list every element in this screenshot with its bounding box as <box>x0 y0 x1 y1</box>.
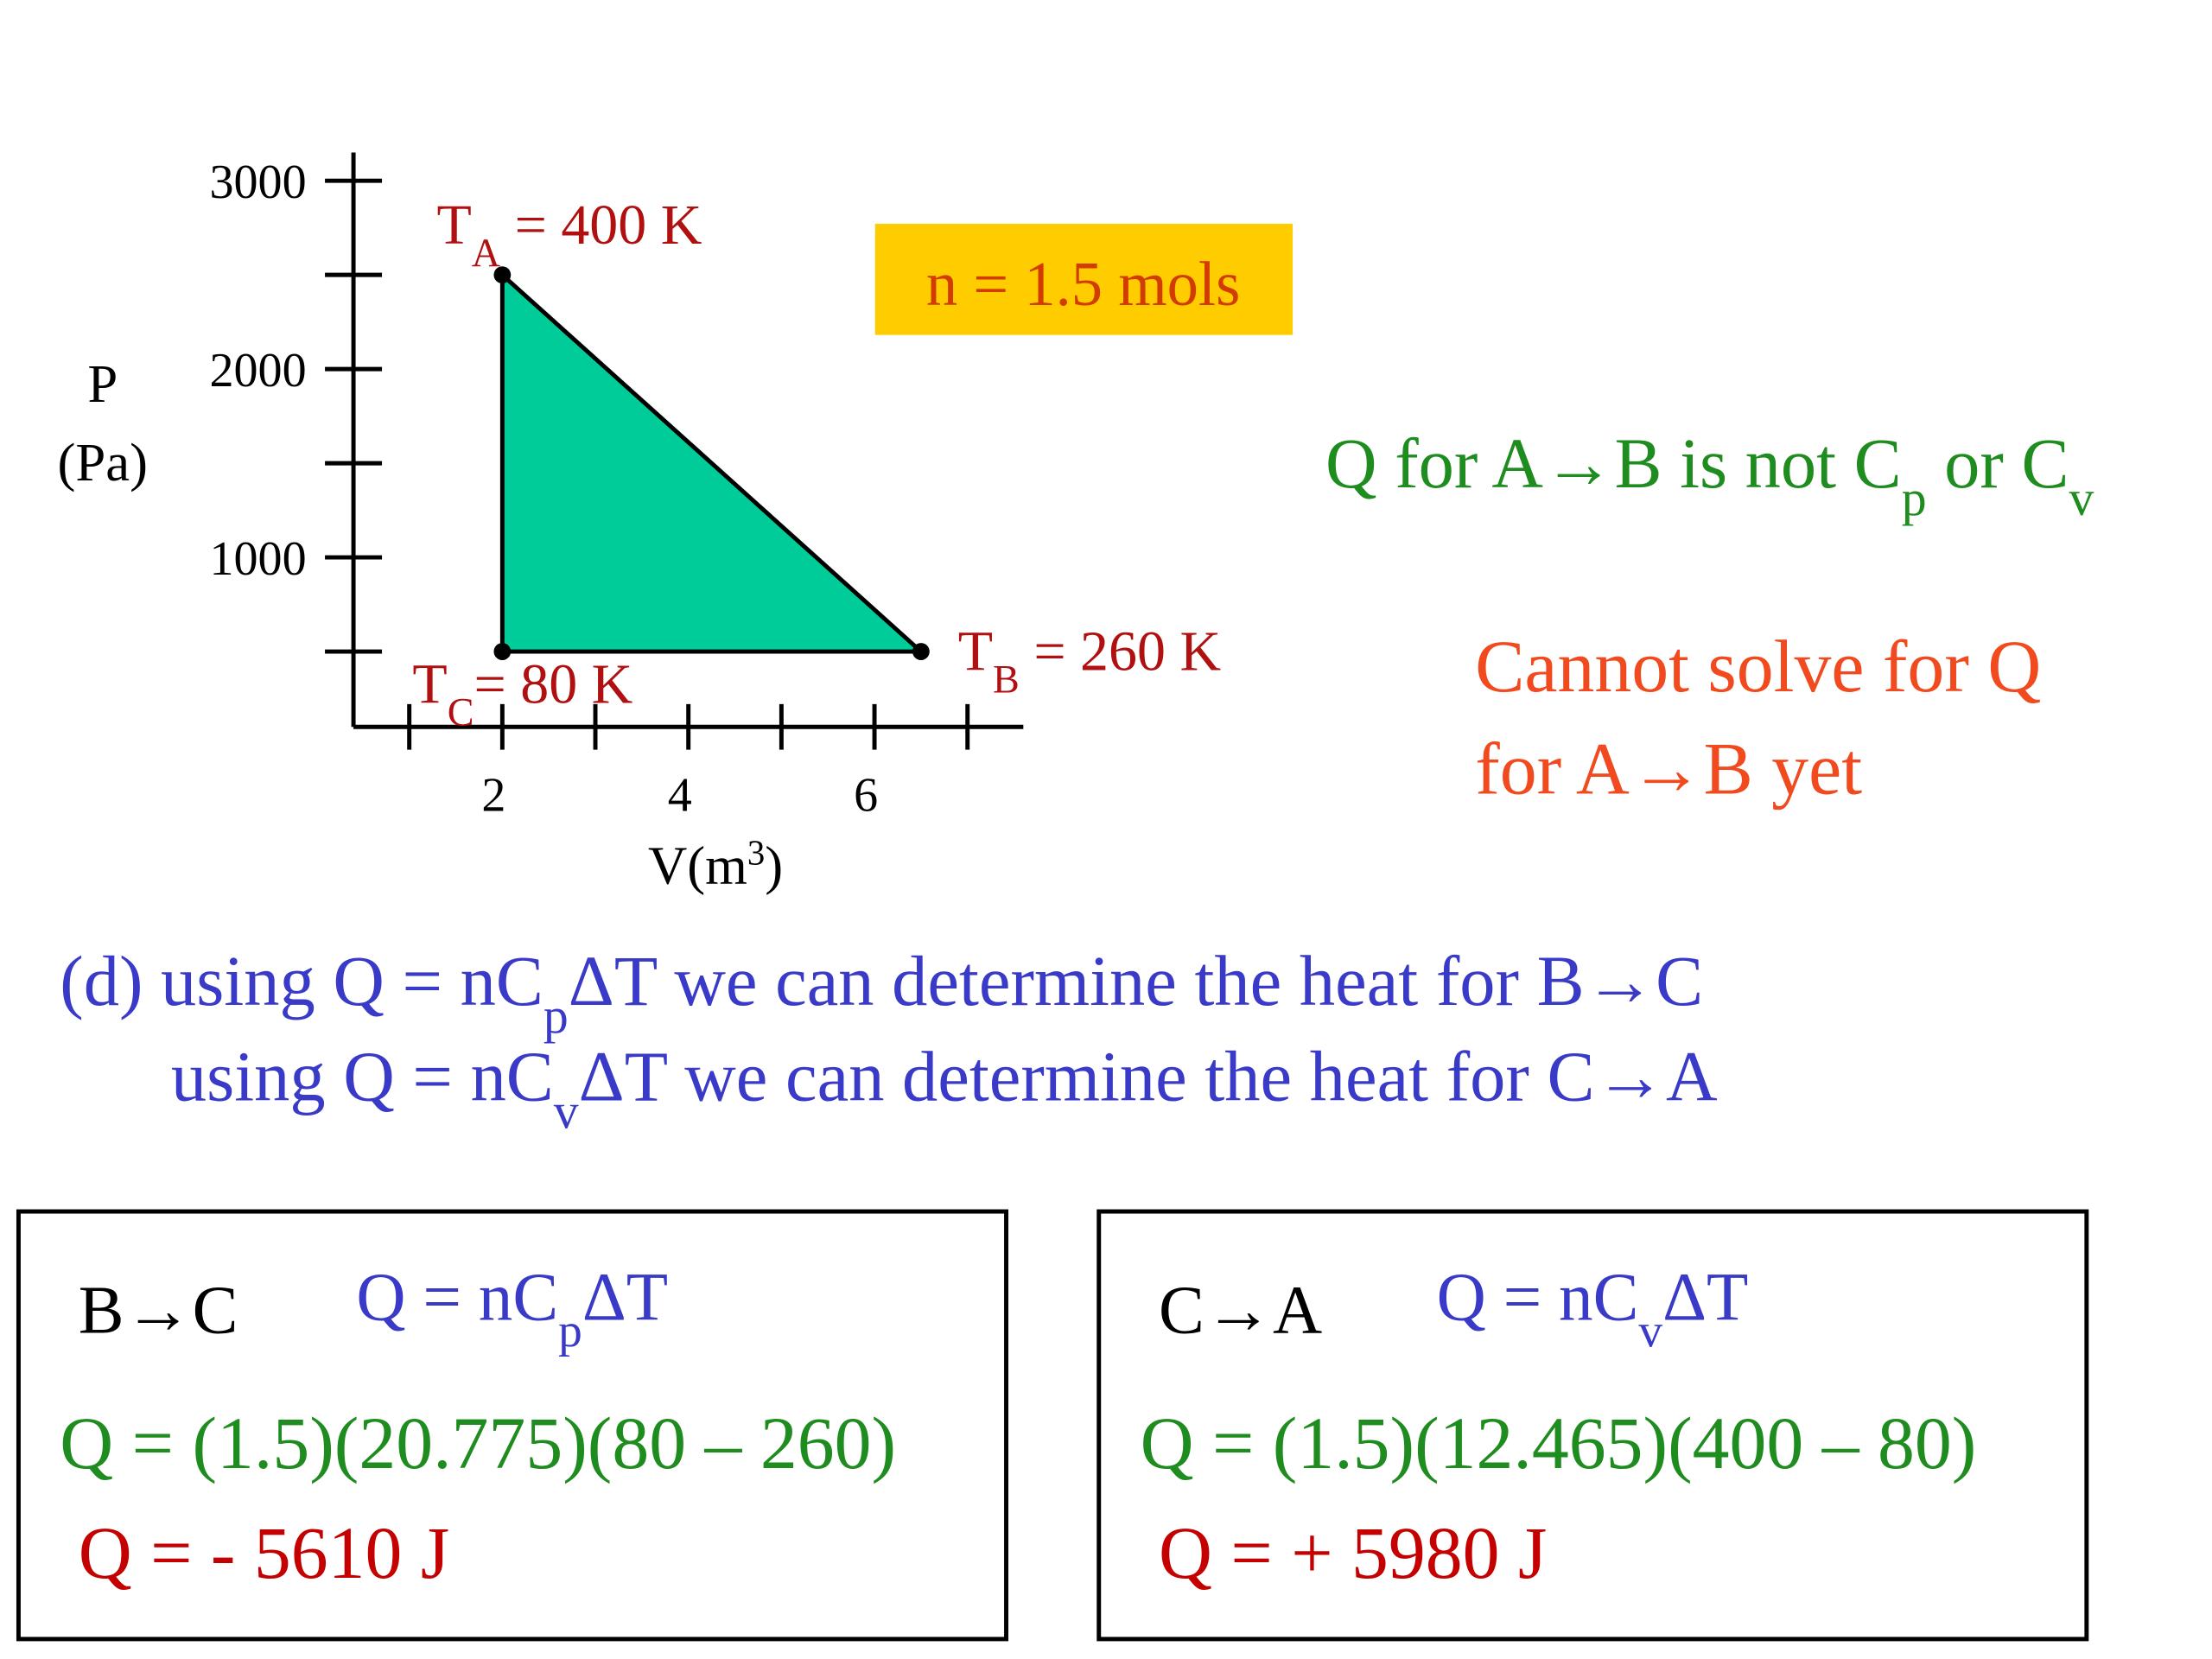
text-run: or C <box>1927 424 2069 503</box>
text-run: v <box>1638 1304 1662 1357</box>
calc-box <box>1096 1209 2089 1642</box>
n-value: n = 1.5 mols <box>926 249 1240 319</box>
text-run: Q = nC <box>356 1259 558 1335</box>
process: B→C <box>79 1272 238 1348</box>
result: Q = - 5610 J <box>79 1512 450 1594</box>
text-run: = 80 K <box>474 652 633 715</box>
text-run: C <box>448 690 474 734</box>
state-point <box>493 643 512 660</box>
y-tick-label: 3000 <box>209 156 306 209</box>
x-tick-label: 6 <box>854 769 878 823</box>
n-box <box>874 223 1294 335</box>
state-label: TB = 260 K <box>958 620 1221 702</box>
text-run: v <box>2069 472 2094 526</box>
y-tick-label: 2000 <box>209 344 306 397</box>
text-run: 3 <box>747 833 765 872</box>
state-point <box>493 266 512 284</box>
text-run: B <box>993 657 1020 701</box>
process: C→A <box>1159 1272 1322 1348</box>
formula: Q = nCvΔT <box>1437 1259 1749 1357</box>
note-line: Q for A→B is not Cp or Cv <box>1325 424 2094 526</box>
calc-box <box>16 1209 1009 1642</box>
x-tick-label: 4 <box>668 769 692 823</box>
text-run: p <box>543 988 569 1043</box>
text-run: Q for A→B is not C <box>1325 424 1902 503</box>
text-run: T <box>436 194 471 257</box>
formula: Q = nCpΔT <box>356 1259 668 1357</box>
text-run: = 400 K <box>500 194 702 257</box>
text-run: p <box>1902 472 1927 526</box>
text-run: V(m <box>648 836 747 896</box>
text-run: T <box>412 652 447 715</box>
text-run: v <box>554 1084 579 1139</box>
calculation: Q = (1.5)(12.465)(400 – 80) <box>1141 1402 1977 1484</box>
part-d-line: using Q = nCvΔT we can determine the hea… <box>171 1037 1718 1138</box>
text-run: ΔT <box>1662 1259 1748 1335</box>
state-label: TA = 400 K <box>436 194 702 275</box>
text-run: using Q = nC <box>171 1037 554 1116</box>
calculation: Q = (1.5)(20.775)(80 – 260) <box>60 1402 896 1484</box>
text-run: A <box>472 230 500 274</box>
text-run: T <box>958 620 993 683</box>
y-axis-label: (Pa) <box>58 432 148 493</box>
result: Q = + 5980 J <box>1159 1512 1547 1594</box>
text-run: (d) using Q = nC <box>60 942 543 1020</box>
state-point <box>912 643 930 660</box>
text-run: Q = nC <box>1437 1259 1639 1335</box>
y-tick-label: 1000 <box>209 532 306 586</box>
note-line: Cannot solve for Q <box>1475 626 2041 708</box>
state-label: TC= 80 K <box>412 652 632 734</box>
x-tick-label: 2 <box>481 769 505 823</box>
part-d-line: (d) using Q = nCpΔT we can determine the… <box>60 942 1703 1044</box>
note-line: for A→B yet <box>1475 728 1862 810</box>
x-axis-label: V(m3) <box>648 833 783 896</box>
text-run: ΔT <box>582 1259 668 1335</box>
text-run: ΔT we can determine the heat for C→A <box>579 1037 1718 1116</box>
cycle-area <box>499 272 924 654</box>
text-run: ΔT we can determine the heat for B→C <box>569 942 1703 1020</box>
text-run: p <box>558 1304 582 1357</box>
y-axis-label: P <box>87 353 118 414</box>
text-run: = 260 K <box>1020 620 1221 683</box>
text-run: ) <box>765 836 783 896</box>
